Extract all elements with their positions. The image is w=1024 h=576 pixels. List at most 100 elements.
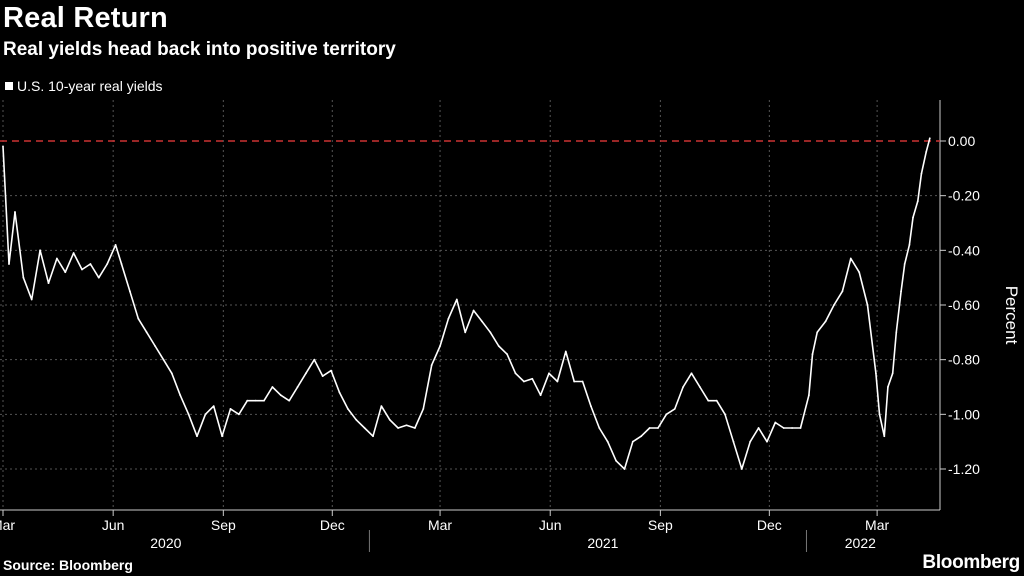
data-point <box>388 418 391 421</box>
data-point <box>422 407 425 410</box>
data-point <box>757 427 760 429</box>
data-point <box>891 372 894 375</box>
data-point <box>363 427 366 429</box>
data-point <box>55 257 58 260</box>
x-tick-label: Jun <box>539 517 562 533</box>
data-point <box>254 399 257 402</box>
data-point <box>875 372 877 375</box>
y-tick-label: -0.60 <box>948 297 980 313</box>
data-point <box>548 372 550 375</box>
data-point <box>886 386 889 388</box>
data-point <box>581 380 584 383</box>
data-point <box>903 263 906 265</box>
year-label: 2021 <box>587 535 618 551</box>
data-point <box>137 317 140 320</box>
year-label: 2022 <box>845 535 876 551</box>
data-point <box>766 440 768 443</box>
data-point <box>8 263 10 265</box>
data-point <box>106 263 109 265</box>
data-point <box>615 459 617 462</box>
data-point <box>782 427 785 429</box>
data-point <box>271 386 274 388</box>
x-tick-label: Mar <box>428 517 452 533</box>
data-point <box>179 394 182 397</box>
data-point <box>279 394 282 397</box>
x-tick-label: Jun <box>102 517 125 533</box>
bloomberg-logo: Bloomberg <box>922 552 1020 573</box>
data-point <box>833 304 835 306</box>
data-point <box>791 427 793 429</box>
data-point <box>522 380 525 383</box>
data-point <box>288 399 291 402</box>
data-point <box>246 399 249 402</box>
data-point <box>97 276 100 279</box>
y-axis-title: Percent <box>1002 286 1021 345</box>
data-point <box>372 435 374 438</box>
data-point <box>908 243 911 246</box>
data-point <box>120 263 123 265</box>
data-point <box>623 468 626 470</box>
data-point <box>263 399 265 402</box>
data-point <box>606 440 609 443</box>
data-point <box>883 435 886 438</box>
data-point <box>212 405 215 408</box>
data-point <box>590 405 592 408</box>
data-point <box>204 413 207 416</box>
data-point <box>925 151 928 153</box>
data-point <box>849 257 852 260</box>
data-point <box>145 331 148 334</box>
x-tick-label: Sep <box>648 517 673 533</box>
y-tick-label: -0.80 <box>948 352 980 368</box>
data-point <box>397 427 400 429</box>
y-tick-label: -1.00 <box>948 406 980 422</box>
data-point <box>414 427 416 429</box>
data-point <box>724 413 726 416</box>
year-label: 2020 <box>150 535 181 551</box>
data-point <box>321 375 324 377</box>
data-point <box>330 369 332 372</box>
data-point <box>841 290 844 293</box>
y-tick-label: 0.00 <box>948 133 975 149</box>
data-point <box>715 399 718 402</box>
data-point <box>916 200 919 203</box>
chart-title: Real Return <box>3 2 168 34</box>
data-point <box>698 386 701 388</box>
data-point <box>489 331 492 334</box>
data-point <box>39 249 42 252</box>
data-point <box>313 358 316 361</box>
y-tick-label: -0.20 <box>948 188 980 204</box>
data-point <box>355 418 358 421</box>
data-point <box>114 243 117 246</box>
data-point <box>439 345 441 347</box>
data-point <box>72 252 75 254</box>
data-point <box>564 350 567 353</box>
data-point <box>47 282 50 285</box>
data-point <box>89 263 92 265</box>
data-point <box>405 424 408 427</box>
data-point <box>690 372 693 375</box>
data-point <box>380 405 383 408</box>
data-point <box>430 364 433 367</box>
data-point <box>811 353 814 356</box>
x-tick-label: Sep <box>211 517 236 533</box>
data-point <box>866 304 869 306</box>
data-point <box>30 298 33 301</box>
data-point <box>447 317 450 320</box>
data-point <box>648 427 651 429</box>
data-point <box>665 413 668 416</box>
data-point <box>514 372 517 375</box>
data-point <box>573 380 576 383</box>
data-point <box>774 421 777 424</box>
data-point <box>912 216 914 219</box>
y-tick-label: -1.20 <box>948 461 980 477</box>
data-point <box>732 440 735 443</box>
data-point <box>154 345 156 347</box>
data-point <box>631 440 634 443</box>
data-point <box>170 372 173 375</box>
data-point <box>657 427 659 429</box>
data-point <box>22 276 25 279</box>
legend-swatch <box>5 82 13 90</box>
data-point <box>900 290 902 293</box>
data-point <box>878 413 881 416</box>
